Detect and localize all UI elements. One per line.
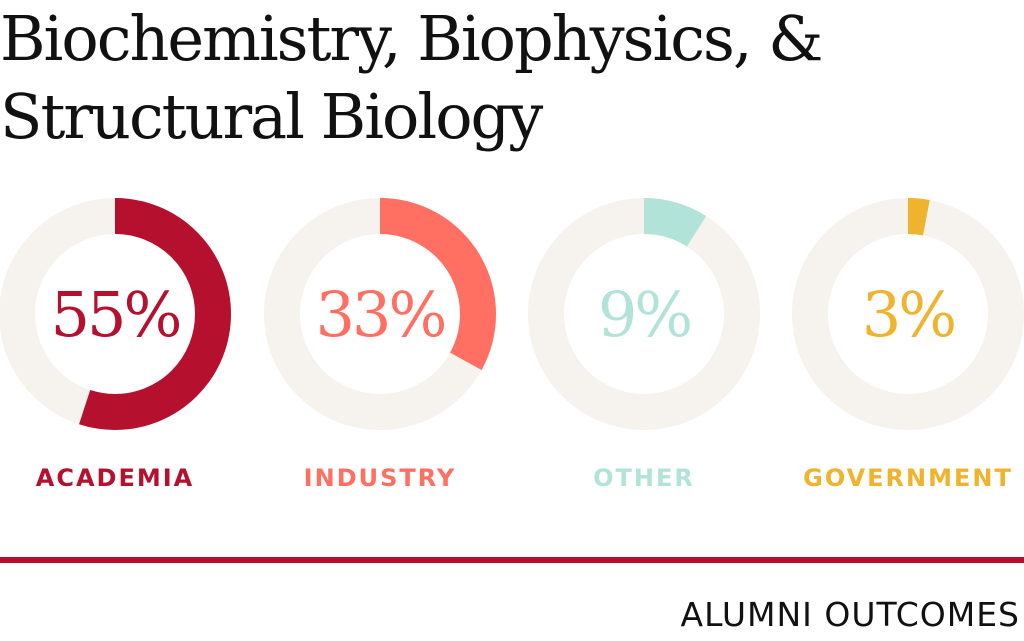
donut-other: 9% OTHER xyxy=(528,198,760,492)
percent-label-industry: 33% xyxy=(316,278,445,351)
page-title: Biochemistry, Biophysics, & Structural B… xyxy=(0,0,823,156)
title-line-1: Biochemistry, Biophysics, & xyxy=(0,2,823,75)
percent-label-academia: 55% xyxy=(51,278,180,351)
donut-chart-group: 55% ACADEMIA 33% INDUSTRY 9% OTHER 3% GOVERNMEN… xyxy=(0,198,1024,492)
category-label-government: GOVERNMENT xyxy=(803,464,1013,492)
donut-arc-industry xyxy=(264,198,496,430)
category-label-other: OTHER xyxy=(593,464,695,492)
category-label-academia: ACADEMIA xyxy=(36,464,194,492)
donut-government: 3% GOVERNMENT xyxy=(792,198,1024,492)
donut-arc-government xyxy=(792,198,1024,430)
donut-arc-other xyxy=(528,198,760,430)
footer-label: ALUMNI OUTCOMES xyxy=(680,595,1020,634)
title-line-2: Structural Biology xyxy=(0,80,543,153)
category-label-industry: INDUSTRY xyxy=(304,464,457,492)
divider-rule xyxy=(0,557,1024,563)
donut-industry: 33% INDUSTRY xyxy=(264,198,496,492)
percent-label-government: 3% xyxy=(862,278,954,351)
percent-label-other: 9% xyxy=(598,278,690,351)
donut-academia: 55% ACADEMIA xyxy=(0,198,231,492)
donut-arc-academia xyxy=(0,198,231,430)
